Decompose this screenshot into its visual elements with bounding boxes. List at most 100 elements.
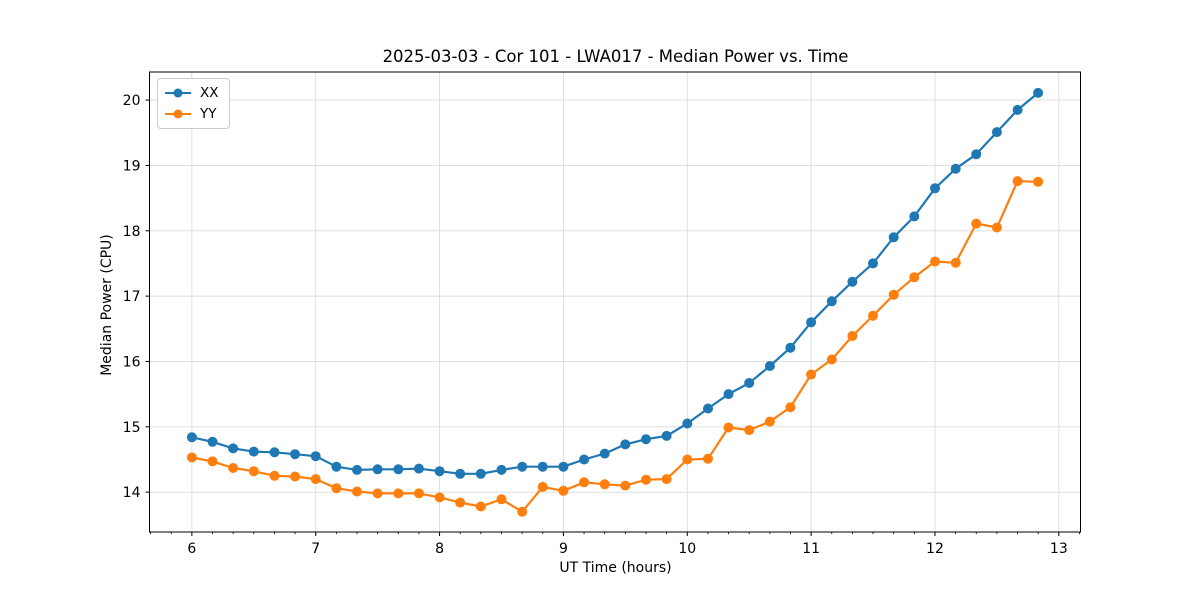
data-point-yy [228, 463, 239, 473]
data-point-xx [372, 464, 383, 475]
data-point-yy [558, 485, 569, 496]
y-tick-label: 15 [123, 420, 141, 436]
data-point-xx [641, 434, 651, 445]
data-point-yy [1033, 176, 1044, 187]
data-point-xx [248, 446, 259, 457]
data-point-yy [909, 272, 920, 283]
data-point-yy [413, 488, 424, 499]
x-tick-label: 13 [1050, 541, 1068, 557]
y-tick-label: 19 [123, 158, 141, 174]
data-point-xx [909, 211, 920, 222]
legend-entry-yy: YY [164, 104, 219, 124]
data-point-xx [950, 163, 961, 174]
data-point-xx [310, 451, 321, 462]
data-point-yy [641, 474, 651, 485]
data-point-yy [888, 289, 899, 300]
y-tick-label: 16 [123, 354, 141, 370]
data-point-xx [434, 466, 445, 477]
data-point-xx [558, 461, 569, 472]
data-point-yy [764, 416, 775, 427]
data-point-yy [475, 501, 486, 512]
data-point-xx [785, 342, 796, 353]
data-point-yy [868, 310, 878, 321]
data-point-yy [434, 492, 445, 503]
data-point-yy [310, 474, 321, 485]
data-point-xx [186, 432, 197, 443]
data-point-xx [290, 449, 300, 460]
data-point-yy [186, 452, 197, 463]
legend-dot-xx [173, 88, 183, 98]
data-point-xx [517, 461, 528, 472]
data-point-xx [744, 378, 755, 388]
data-point-xx [352, 464, 362, 475]
data-point-xx [393, 464, 404, 475]
data-point-xx [475, 468, 486, 479]
legend: XX YY [157, 78, 230, 129]
legend-label-xx: XX [200, 85, 219, 101]
data-point-xx [806, 317, 817, 328]
axes-spines [149, 71, 1081, 533]
data-point-yy [393, 488, 404, 499]
data-point-xx [537, 461, 548, 472]
legend-marker-yy-icon [165, 109, 191, 119]
data-point-yy [744, 425, 755, 436]
data-point-xx [847, 276, 858, 287]
data-point-xx [1033, 87, 1044, 98]
data-point-yy [331, 483, 342, 494]
x-axis-label: UT Time (hours) [559, 560, 672, 576]
data-point-xx [207, 436, 218, 447]
chart-title: 2025-03-03 - Cor 101 - LWA017 - Median P… [382, 47, 849, 66]
data-point-yy [290, 471, 300, 482]
data-point-yy [517, 506, 528, 517]
x-tick-label: 7 [311, 541, 320, 557]
legend-label-yy: YY [200, 106, 217, 122]
data-point-yy [971, 218, 982, 229]
data-point-xx [496, 464, 507, 475]
data-point-yy [826, 354, 837, 365]
y-axis-label: Median Power (CPU) [99, 234, 115, 376]
y-tick-label: 14 [123, 485, 141, 501]
x-tick-label: 8 [435, 541, 444, 557]
data-point-xx [579, 454, 590, 465]
data-point-xx [620, 439, 631, 450]
data-point-yy [537, 481, 548, 492]
data-point-yy [207, 456, 218, 467]
data-point-yy [723, 422, 734, 433]
data-point-yy [661, 474, 672, 485]
data-point-xx [764, 361, 775, 371]
data-point-xx [971, 149, 982, 160]
data-point-yy [496, 494, 507, 505]
legend-marker-xx-icon [165, 88, 191, 98]
data-point-xx [682, 418, 693, 429]
x-tick-label: 6 [187, 541, 196, 557]
data-point-yy [352, 486, 362, 497]
x-tick-label: 9 [559, 541, 568, 557]
data-point-xx [868, 258, 878, 269]
data-point-yy [785, 402, 796, 413]
data-point-xx [413, 463, 424, 474]
x-tick-label: 10 [678, 541, 696, 557]
data-point-xx [930, 183, 940, 194]
data-point-xx [888, 232, 899, 243]
data-point-xx [1012, 104, 1023, 115]
data-point-xx [991, 127, 1002, 138]
data-point-yy [847, 331, 858, 341]
data-point-xx [269, 447, 280, 458]
data-point-yy [269, 470, 280, 481]
data-point-xx [599, 448, 610, 459]
data-point-xx [331, 461, 342, 472]
x-tick-label: 11 [802, 541, 820, 557]
data-point-yy [372, 488, 383, 499]
data-point-yy [991, 222, 1002, 233]
y-tick-label: 20 [123, 93, 141, 109]
legend-dot-yy [173, 109, 183, 119]
legend-entry-xx: XX [164, 83, 219, 103]
data-point-yy [703, 453, 713, 464]
data-point-yy [248, 466, 259, 477]
data-point-yy [455, 497, 466, 508]
series-line-xx [190, 91, 1040, 475]
data-point-yy [620, 480, 631, 491]
data-point-xx [661, 430, 672, 441]
